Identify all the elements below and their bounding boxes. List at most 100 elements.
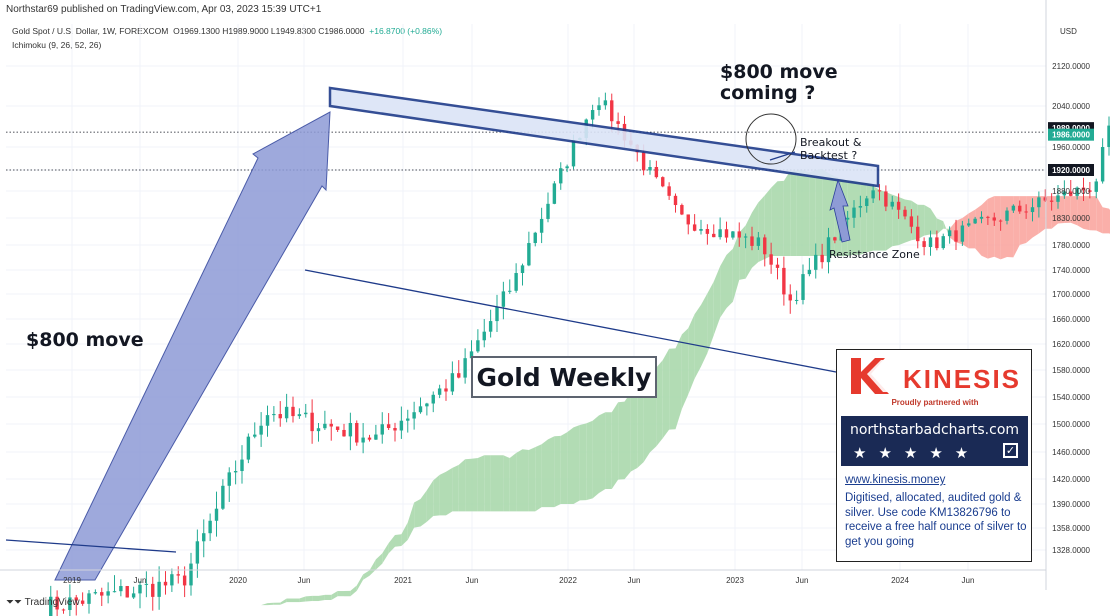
candle-body (737, 231, 741, 238)
ichimoku-cloud-segment (1026, 196, 1033, 244)
candle-body (896, 201, 901, 210)
ichimoku-cloud-segment (732, 232, 740, 302)
ichimoku-cloud-segment (809, 170, 816, 256)
ichimoku-cloud-segment (803, 170, 810, 256)
candle-body (495, 306, 499, 322)
candle-body (520, 265, 525, 274)
candle-body (890, 201, 894, 207)
ichimoku-cloud-segment (528, 447, 536, 512)
ichimoku-cloud-segment (401, 522, 408, 547)
candle-body (112, 591, 117, 593)
candle-body (979, 216, 984, 219)
ichimoku-cloud-segment (771, 181, 778, 256)
candle-body (820, 254, 824, 263)
candle-body (699, 229, 703, 231)
resistance-arrow (829, 178, 851, 243)
price-tag (1048, 128, 1094, 141)
ichimoku-cloud-segment (694, 304, 701, 379)
ichimoku-cloud-segment (745, 212, 752, 279)
ichimoku-cloud-segment (267, 602, 274, 606)
candle-body (928, 237, 933, 248)
candle-body (265, 415, 270, 426)
candle-body (125, 586, 129, 598)
ichimoku-cloud-segment (522, 449, 529, 512)
candle-body (348, 422, 353, 437)
candle-body (367, 437, 372, 440)
kinesis-ad[interactable]: KINESIS Proudly partnered with northstar… (836, 349, 1032, 562)
candle-body (801, 274, 805, 300)
candle-body (151, 583, 155, 597)
ichimoku-cloud-segment (490, 455, 497, 512)
move-coming-line-1: $800 move (720, 61, 838, 83)
ichimoku-cloud-segment (426, 480, 434, 522)
ichimoku-cloud-segment (548, 436, 555, 508)
candle-body (1107, 125, 1110, 148)
ichimoku-cloud-segment (701, 293, 708, 367)
candle-body (202, 533, 206, 542)
candle-body (246, 436, 251, 460)
x-tick-label: 2021 (394, 576, 412, 585)
ichimoku-cloud-segment (337, 591, 344, 597)
candle-body (189, 563, 193, 586)
resistance-channel-band (328, 86, 880, 188)
ichimoku-cloud-segment (924, 204, 931, 236)
ichimoku-cloud-segment (592, 415, 599, 499)
ichimoku-cloud-segment (312, 595, 319, 602)
y-tick-label: 1358.0000 (1052, 524, 1090, 533)
candle-body (393, 427, 397, 431)
ichimoku-cloud-segment (375, 553, 383, 570)
candle-body (1005, 210, 1009, 221)
ichimoku-cloud-segment (273, 602, 281, 605)
ichimoku-cloud-segment (560, 432, 568, 505)
candle-body (992, 217, 996, 221)
ichimoku-cloud-segment (293, 598, 300, 603)
candle-body (871, 190, 875, 199)
ichimoku-cloud-segment (987, 196, 995, 259)
ichimoku-cloud-segment (420, 490, 427, 527)
ichimoku-cloud-segment (324, 594, 332, 601)
ichimoku-cloud-segment (707, 281, 714, 354)
ichimoku-cloud-segment (994, 196, 1001, 260)
ichimoku-cloud-segment (1013, 196, 1020, 258)
ad-url-link[interactable]: www.kinesis.money (845, 474, 946, 486)
tradingview-icon: ⏷⏷ (6, 597, 25, 608)
ichimoku-cloud-segment (1058, 196, 1065, 224)
ichimoku-cloud-segment (318, 594, 325, 602)
candle-body (233, 471, 238, 473)
checkbox-icon: ✓ (1003, 443, 1018, 458)
candle-body (106, 591, 110, 596)
candle-body (323, 423, 327, 429)
ichimoku-cloud-segment (739, 225, 746, 280)
candle-body (418, 406, 423, 413)
candle-body (1075, 187, 1079, 196)
candle-body (1018, 205, 1022, 212)
breakout-pointer (769, 151, 796, 161)
ichimoku-cloud-segment (465, 458, 472, 512)
price-tag-label: 1989.0000 (1052, 124, 1090, 133)
candle-body (743, 236, 748, 238)
ohlc-values: O1969.1300 H1989.9000 L1949.8300 C1986.0… (173, 26, 365, 36)
ichimoku-cloud-segment (822, 168, 829, 256)
ichimoku-cloud-segment (783, 170, 791, 256)
candle-body (138, 584, 142, 594)
ichimoku-cloud-segment (1007, 196, 1014, 258)
move-coming-line-2: coming ? (720, 82, 816, 104)
ichimoku-cloud-segment (618, 401, 625, 480)
ichimoku-cloud-segment (713, 266, 721, 336)
ichimoku-cloud-segment (541, 439, 548, 508)
ichimoku-cloud-segment (828, 173, 835, 256)
resistance-zone-label: Resistance Zone (829, 248, 920, 261)
ichimoku-cloud-segment (535, 444, 542, 512)
candle-body (922, 241, 926, 248)
candle-body (673, 195, 678, 206)
candle-body (712, 233, 716, 238)
candle-body (654, 166, 659, 178)
tradingview-logo[interactable]: ⏷⏷ TradingView (6, 597, 80, 608)
ichimoku-cloud-segment (630, 387, 638, 472)
ichimoku-cloud-segment (611, 402, 619, 490)
candle-body (227, 472, 231, 486)
ichimoku-cloud-segment (930, 208, 937, 235)
x-tick-label: Jun (796, 576, 809, 585)
ichimoku-cloud-segment (254, 605, 262, 606)
ichimoku-cloud-segment (458, 459, 466, 512)
